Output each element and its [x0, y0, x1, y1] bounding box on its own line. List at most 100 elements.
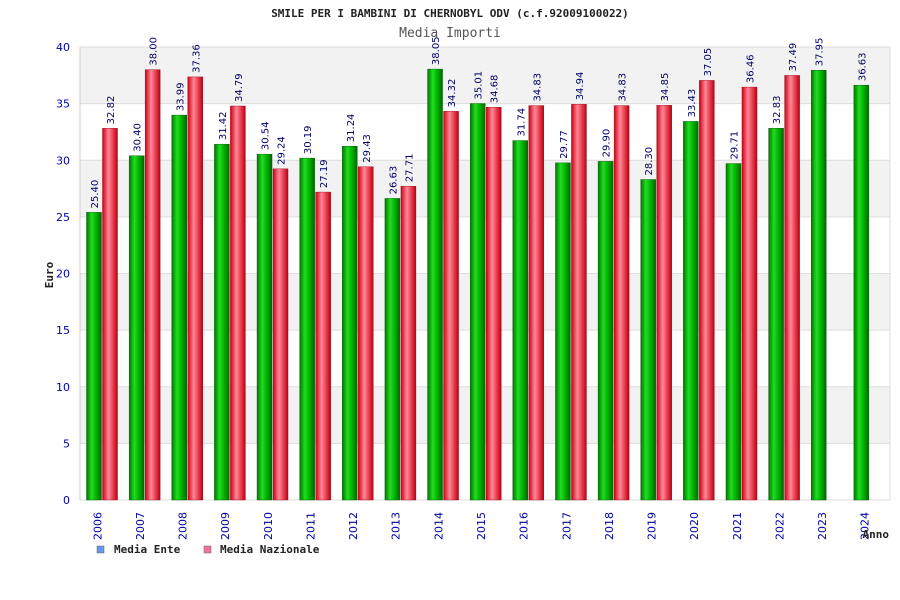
data-label: 27.71 [404, 154, 415, 183]
data-label: 37.36 [191, 44, 202, 73]
data-label: 26.63 [388, 166, 399, 195]
bar-media-ente [512, 140, 529, 501]
y-tick-label: 30 [56, 154, 70, 167]
bar-media-nazionale [613, 105, 630, 501]
bar-media-nazionale [187, 76, 203, 501]
y-axis-label: Euro [43, 261, 56, 288]
y-tick-label: 25 [56, 211, 70, 224]
bar-media-ente [342, 146, 358, 501]
data-label: 31.42 [218, 112, 229, 141]
x-tick-label: 2008 [177, 512, 190, 540]
x-tick-label: 2012 [347, 512, 360, 540]
bar-media-nazionale [315, 191, 331, 501]
data-label: 32.83 [772, 96, 783, 125]
x-tick-label: 2013 [390, 512, 403, 540]
y-tick-label: 0 [63, 494, 70, 507]
data-label: 36.63 [857, 53, 868, 82]
y-tick-label: 10 [56, 381, 70, 394]
bar-media-ente [214, 143, 230, 501]
legend-swatch-media-ente [96, 545, 105, 554]
data-label: 29.90 [602, 129, 613, 158]
data-label: 37.05 [703, 48, 714, 77]
bar-media-nazionale [102, 128, 118, 501]
y-tick-label: 20 [56, 268, 70, 281]
x-tick-label: 2018 [603, 512, 616, 540]
data-label: 28.30 [644, 147, 655, 176]
bar-media-ente [256, 153, 273, 501]
x-tick-label: 2022 [773, 512, 786, 540]
x-tick-label: 2015 [475, 512, 488, 540]
x-tick-label: 2021 [731, 512, 744, 540]
bar-media-nazionale [272, 168, 289, 501]
x-tick-label: 2009 [219, 512, 232, 540]
bar-media-ente [171, 114, 187, 501]
x-tick-label: 2020 [688, 512, 701, 540]
x-tick-label: 2016 [518, 512, 531, 540]
data-label: 30.54 [261, 121, 272, 150]
bar-media-nazionale [741, 86, 758, 501]
data-label: 33.99 [175, 82, 186, 111]
data-label: 37.95 [815, 38, 826, 67]
bar-media-ente [469, 103, 486, 501]
data-label: 29.77 [559, 130, 570, 159]
data-label: 25.40 [90, 180, 101, 209]
y-tick-label: 35 [56, 98, 70, 111]
data-label: 27.19 [319, 159, 330, 188]
x-tick-label: 2023 [816, 512, 829, 540]
data-label: 36.46 [745, 54, 756, 83]
bar-media-ente [299, 157, 315, 501]
legend-swatch-media-nazionale [203, 545, 212, 554]
bar-media-nazionale [400, 185, 417, 501]
y-axis-ticks: 0 5 10 15 20 25 30 35 40 [56, 41, 70, 507]
data-label: 34.32 [447, 79, 458, 108]
x-tick-label: 2017 [560, 512, 573, 540]
x-tick-label: 2019 [646, 512, 659, 540]
bar-media-ente [555, 162, 571, 501]
data-label: 29.24 [277, 136, 288, 165]
x-tick-label: 2006 [91, 512, 104, 540]
bar-media-ente [597, 161, 614, 501]
bar-media-ente [640, 179, 656, 501]
data-label: 31.74 [516, 108, 527, 137]
y-tick-label: 5 [63, 437, 70, 450]
bar-media-ente [86, 212, 102, 501]
bar-media-nazionale [230, 105, 246, 501]
bar-media-nazionale [358, 166, 374, 501]
data-label: 31.24 [346, 114, 357, 143]
data-label: 34.68 [490, 75, 501, 104]
legend-label-media-nazionale: Media Nazionale [220, 543, 320, 556]
bar-media-nazionale [784, 75, 800, 501]
x-tick-label: 2011 [304, 512, 317, 540]
data-label: 32.82 [106, 96, 117, 125]
x-tick-label: 2014 [432, 512, 445, 540]
x-tick-label: 2010 [262, 512, 275, 540]
x-tick-label: 2007 [134, 512, 147, 540]
data-labels: 25.40 32.82 30.40 38.00 33.99 37.36 31.42 34.79… [90, 36, 868, 208]
data-label: 34.85 [660, 73, 671, 102]
chart-subtitle: Media Importi [399, 26, 501, 41]
chart-title: SMILE PER I BAMBINI DI CHERNOBYL ODV (c.… [271, 7, 629, 20]
data-label: 34.94 [575, 72, 586, 101]
bar-media-ente [128, 155, 145, 501]
data-label: 34.83 [618, 73, 629, 102]
bar-media-ente [768, 128, 784, 501]
data-label: 38.05 [431, 36, 442, 65]
x-tick-label: 2024 [859, 512, 872, 540]
bar-media-ente [811, 70, 827, 501]
y-tick-label: 15 [56, 324, 70, 337]
data-label: 37.49 [788, 43, 799, 72]
x-axis-label: Anno [863, 528, 890, 541]
data-label: 34.79 [234, 73, 245, 102]
bars [86, 68, 870, 501]
legend: Media Ente Media Nazionale [96, 543, 320, 556]
bar-media-ente [384, 198, 401, 501]
bar-media-ente [683, 121, 699, 501]
data-label: 35.01 [474, 71, 485, 100]
data-label: 30.19 [303, 125, 314, 154]
bar-media-ente [725, 163, 742, 501]
bar-media-ente [853, 84, 870, 501]
bar-media-nazionale [485, 107, 502, 501]
data-label: 29.71 [729, 131, 740, 160]
data-label: 29.43 [362, 134, 373, 163]
